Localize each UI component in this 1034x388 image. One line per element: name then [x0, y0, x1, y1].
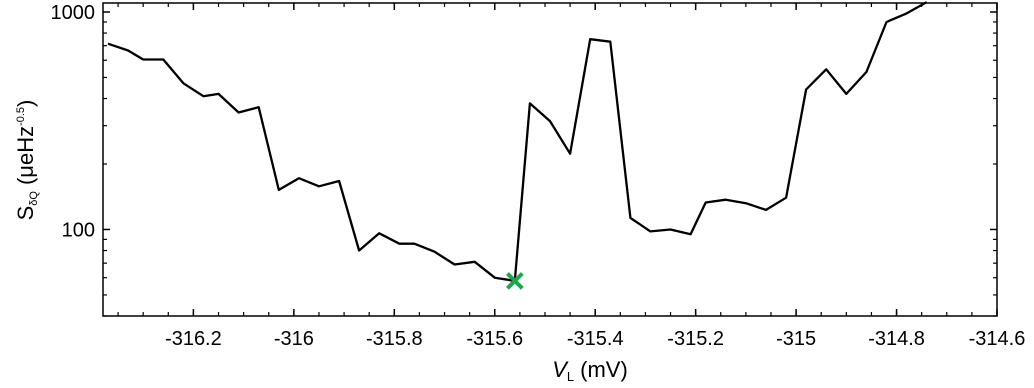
- x-tick-label: -315.2: [667, 328, 724, 350]
- y-axis-label: SδQ(μeHz-0.5): [13, 100, 40, 221]
- y-tick-label: 100: [62, 219, 95, 241]
- x-tick-label: -315.8: [366, 328, 423, 350]
- x-axis: -316.2 -316 -315.8 -315.6 -315.4 -315.2 -315 -3…: [117, 3, 1026, 350]
- x-tick-label: -315.4: [567, 328, 624, 350]
- x-tick-label: -315.6: [466, 328, 523, 350]
- highlight-x-stroke: [506, 272, 524, 290]
- x-tick-label: -314.8: [868, 328, 925, 350]
- x-tick-label: -316: [274, 328, 314, 350]
- highlight-x-marker: [506, 272, 524, 290]
- x-axis-label: VL (mV): [552, 357, 628, 384]
- y-axis: 100 1000: [51, 2, 997, 317]
- x-tick-label: -316.2: [165, 328, 222, 350]
- plot-frame: [102, 2, 998, 317]
- series-line: [107, 1, 928, 283]
- x-tick-label: -315: [776, 328, 816, 350]
- x-tick-label: -314.6: [969, 328, 1026, 350]
- y-tick-label: 1000: [51, 2, 96, 24]
